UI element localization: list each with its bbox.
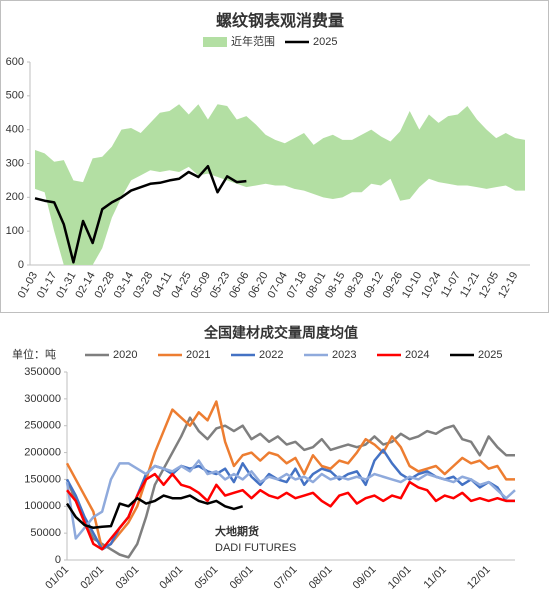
legend-label: 2021 xyxy=(186,349,210,361)
y-tick-label: 350000 xyxy=(24,366,61,378)
y-tick-label: 300000 xyxy=(24,393,61,405)
y-tick-label: 100 xyxy=(6,225,24,237)
x-tick-label: 08/01 xyxy=(307,564,335,592)
legend-label: 2025 xyxy=(313,36,337,48)
series-line xyxy=(65,400,515,551)
x-tick-label: 03/01 xyxy=(113,564,141,592)
x-tick-label: 02/01 xyxy=(78,564,106,592)
series-line xyxy=(65,416,515,559)
y-tick-label: 50000 xyxy=(30,527,61,539)
x-tick-label: 01/01 xyxy=(43,564,71,592)
x-tick-label: 07/01 xyxy=(272,564,300,592)
series-line xyxy=(66,472,515,551)
y-tick-label: 400 xyxy=(6,124,24,136)
y-tick-label: 200000 xyxy=(24,446,61,458)
y-tick-label: 150000 xyxy=(24,473,61,485)
series-line xyxy=(34,164,247,264)
legend-label: 近年范围 xyxy=(231,34,275,48)
series-line xyxy=(65,494,244,530)
chart-title: 螺纹钢表观消费量 xyxy=(216,11,344,30)
y-tick-label: 200 xyxy=(6,191,24,203)
legend-swatch xyxy=(203,37,227,47)
legend-label: 2024 xyxy=(405,349,429,361)
chart-title: 全国建材成交量周度均值 xyxy=(203,325,358,341)
legend-label: 2020 xyxy=(113,349,137,361)
x-tick-label: 05/01 xyxy=(193,564,221,592)
x-tick-label: 06/01 xyxy=(228,564,256,592)
y-tick-label: 600 xyxy=(6,56,24,68)
x-tick-label: 11/01 xyxy=(422,564,449,591)
x-tick-label: 04/01 xyxy=(157,564,185,592)
watermark: DADI FUTURES xyxy=(215,542,296,554)
series-line xyxy=(65,459,516,540)
y-tick-label: 250000 xyxy=(24,420,61,432)
x-tick-label: 09/01 xyxy=(351,564,379,592)
y-tick-label: 300 xyxy=(6,157,24,169)
legend-label: 2023 xyxy=(332,349,356,361)
unit-label: 单位：吨 xyxy=(12,347,56,361)
range-area xyxy=(35,104,525,266)
x-tick-label: 12/01 xyxy=(465,564,493,592)
x-tick-label: 10/01 xyxy=(386,564,414,592)
y-tick-label: 500 xyxy=(6,90,24,102)
watermark: 大地期货 xyxy=(215,524,259,538)
y-tick-label: 100000 xyxy=(24,500,61,512)
y-tick-label: 0 xyxy=(18,259,24,271)
legend-label: 2022 xyxy=(259,349,283,361)
y-tick-label: 0 xyxy=(55,554,61,566)
legend-label: 2025 xyxy=(478,349,502,361)
